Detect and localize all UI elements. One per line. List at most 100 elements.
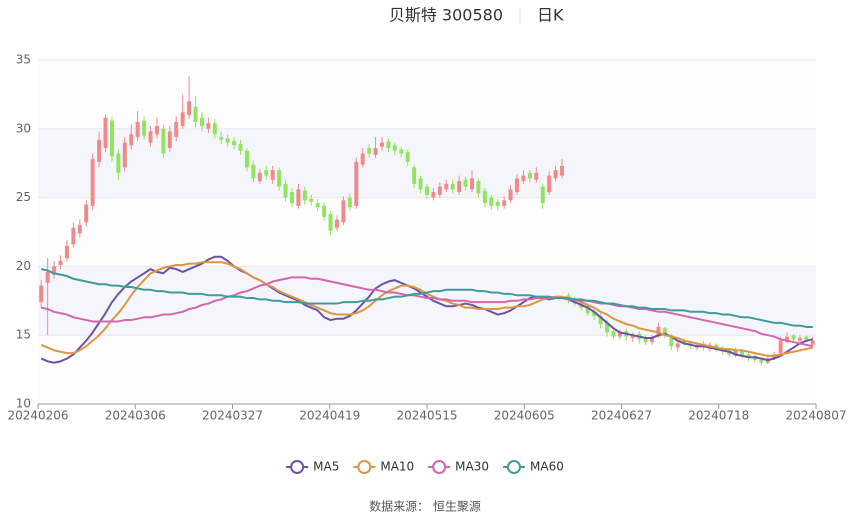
candle-body (457, 181, 462, 193)
source-note: 数据来源： 恒生聚源 (369, 499, 481, 514)
candle-body (373, 148, 378, 155)
candle-body (804, 336, 809, 340)
candle-body (77, 225, 82, 234)
legend-label: MA5 (313, 460, 339, 474)
candle-body (611, 331, 616, 337)
legend-label: MA60 (530, 460, 564, 474)
candle-body (257, 172, 262, 182)
x-tick-label: 20240306 (105, 409, 166, 423)
candle-body (148, 131, 153, 143)
candle-body (122, 142, 127, 168)
candle-body (328, 214, 333, 231)
legend-marker (432, 460, 447, 474)
candle-body (109, 120, 114, 157)
candle-body (225, 138, 230, 143)
candle-body (418, 178, 423, 190)
candle-body (167, 131, 172, 149)
candle-body (283, 183, 288, 198)
candle-body (367, 148, 372, 154)
candle-body (560, 165, 565, 176)
legend-marker (357, 460, 372, 474)
candle-body (630, 335, 635, 338)
split-area (38, 266, 816, 336)
candle-body (662, 328, 667, 336)
candle-body (605, 322, 610, 333)
split-area (38, 335, 816, 404)
x-tick-label: 20240627 (591, 409, 652, 423)
candle-body (379, 142, 384, 147)
split-area (38, 197, 816, 267)
candle-body (515, 178, 520, 193)
candle-body (405, 152, 410, 162)
candle-body (296, 189, 301, 206)
legend-label: MA10 (380, 460, 414, 474)
candle-body (84, 204, 89, 223)
y-tick-label: 15 (16, 328, 31, 342)
candle-body (232, 141, 237, 146)
candle-body (238, 143, 243, 151)
candle-body (334, 219, 339, 228)
candle-body (315, 203, 320, 208)
split-area (38, 60, 816, 129)
candle-body (251, 164, 256, 179)
candle-body (161, 128, 166, 154)
candle-body (592, 311, 597, 316)
candle-body (129, 134, 134, 146)
candle-body (682, 340, 687, 344)
candle-body (598, 315, 603, 325)
chart-subtitle: 日K (537, 6, 564, 25)
candle-body (785, 336, 790, 343)
candle-body (309, 198, 314, 202)
candle-body (740, 350, 745, 356)
candle-body (39, 285, 44, 303)
x-tick-label: 20240515 (396, 409, 457, 423)
ma-line (40, 261, 813, 357)
candle-body (431, 192, 436, 198)
ma-line (41, 268, 813, 328)
candle-body (116, 153, 121, 173)
candle-body (322, 205, 327, 217)
candle-body (669, 335, 674, 347)
candle-body (482, 190, 487, 204)
candle-body (135, 121, 140, 138)
candle-body (508, 189, 513, 201)
y-tick-label: 25 (16, 190, 31, 204)
candle-body (399, 149, 404, 154)
candle-body (650, 337, 655, 343)
candle-body (463, 179, 468, 187)
candle-body (521, 175, 526, 182)
candle-body (585, 306, 590, 314)
candle-body (244, 150, 249, 168)
candle-body (154, 126, 159, 135)
candle-body (347, 197, 352, 208)
candle-body (540, 186, 545, 204)
x-tick-label: 20240419 (299, 409, 360, 423)
legend: MA5 MA10 MA30 MA60 (286, 460, 564, 474)
candle-body (193, 106, 198, 122)
candle-body (212, 123, 217, 135)
candle-body (341, 200, 346, 223)
chart-title: 贝斯特 300580 (389, 6, 503, 25)
candle-body (58, 260, 63, 266)
candle-body (733, 350, 738, 356)
candle-body (302, 190, 307, 201)
x-tick-label: 20240718 (688, 409, 749, 423)
legend-marker (290, 460, 305, 474)
ma-line (41, 276, 813, 348)
candle-body (778, 340, 783, 354)
candle-body (97, 139, 102, 162)
y-tick-label: 10 (16, 397, 31, 411)
candle-body (206, 123, 211, 129)
y-tick-label: 20 (16, 259, 31, 273)
candle-body (675, 343, 680, 348)
candle-body (810, 340, 815, 345)
candle-body (412, 167, 417, 184)
candle-body (534, 172, 539, 180)
x-tick-label: 20240807 (785, 409, 846, 423)
candle-body (797, 337, 802, 341)
candle-body (199, 117, 204, 127)
ma-line (40, 255, 813, 364)
legend-label: MA30 (455, 460, 489, 474)
x-tick-label: 20240327 (202, 409, 263, 423)
